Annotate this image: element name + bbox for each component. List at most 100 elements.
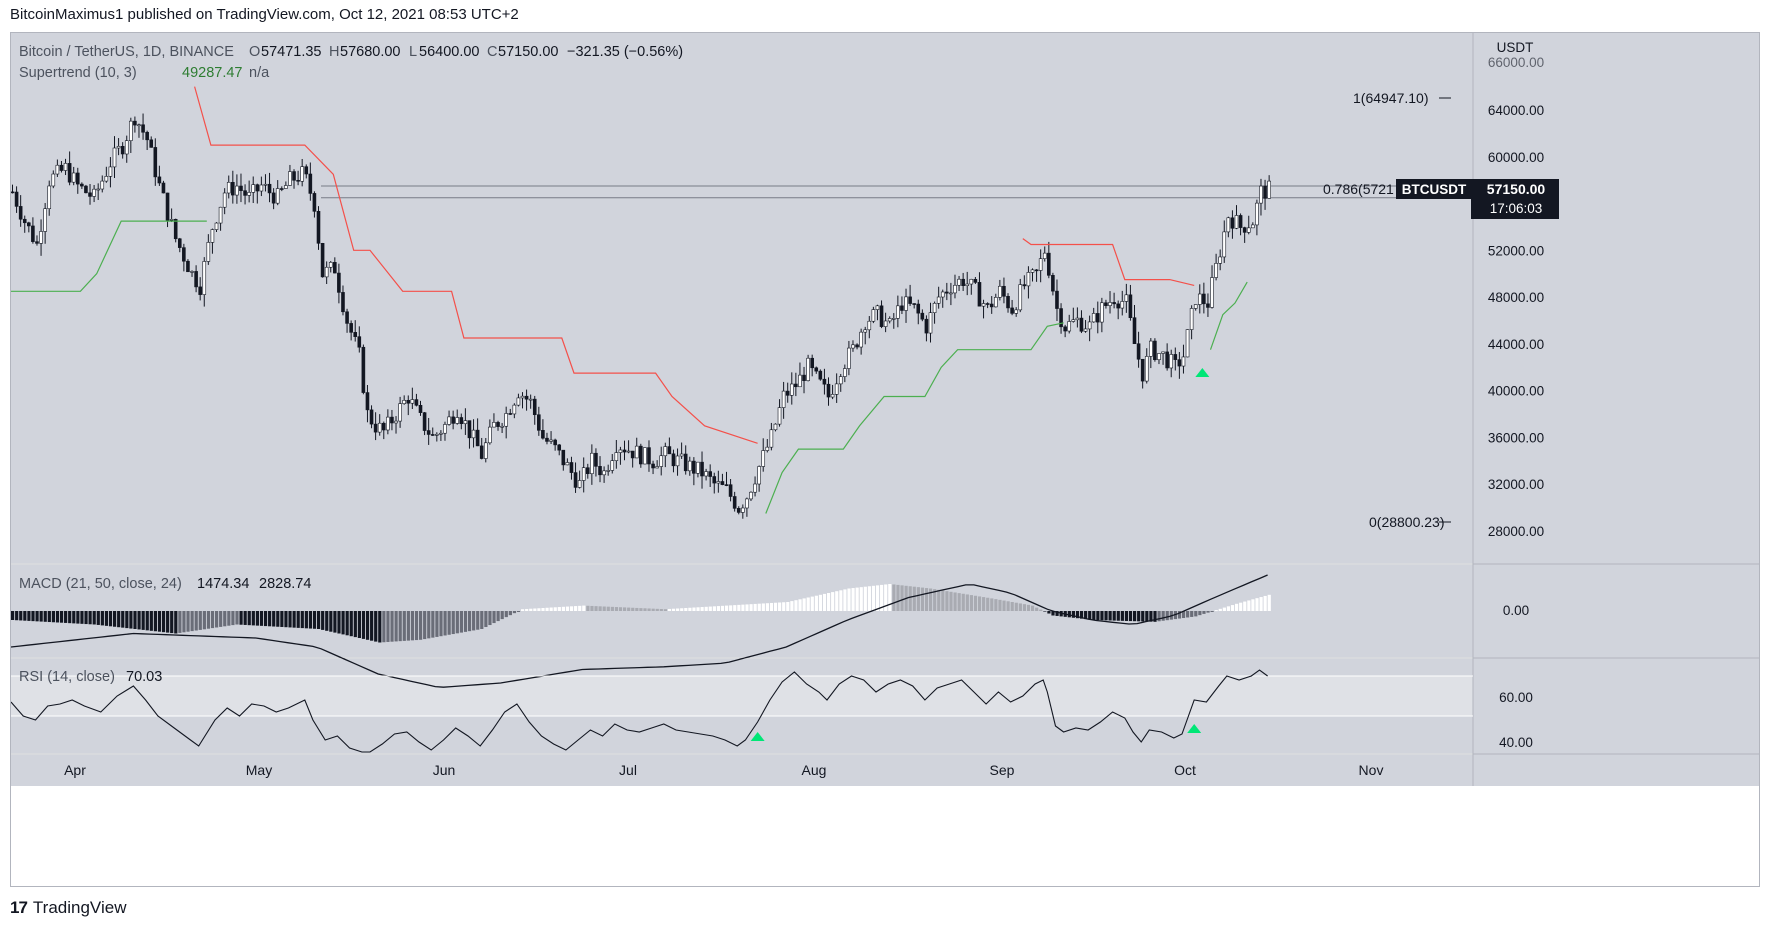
macd-hist-bar xyxy=(137,611,141,630)
low-value: 56400.00 xyxy=(419,44,479,60)
macd-hist-bar xyxy=(512,611,517,614)
candle-down xyxy=(292,171,296,181)
macd-hist-bar xyxy=(239,611,243,625)
macd-hist-bar xyxy=(394,611,398,642)
macd-hist-bar xyxy=(223,611,227,627)
macd-hist-bar xyxy=(1181,611,1186,619)
macd-hist-bar xyxy=(1006,601,1010,611)
chart-svg[interactable]: Bitcoin / TetherUS, 1D, BINANCE O 57471.… xyxy=(10,33,1759,886)
candle-up xyxy=(1210,277,1214,308)
rsi-legend-label[interactable]: RSI (14, close) xyxy=(19,669,115,685)
candle-down xyxy=(357,336,362,348)
candle-up xyxy=(781,390,786,408)
candle-up xyxy=(1120,301,1125,309)
macd-hist-bar xyxy=(1022,604,1027,611)
price-axis-bg[interactable] xyxy=(1473,33,1759,786)
candle-up xyxy=(883,320,888,327)
macd-hist-bar xyxy=(1198,611,1202,616)
macd-hist-bar xyxy=(1084,611,1088,620)
candle-down xyxy=(802,374,806,381)
candle-up xyxy=(741,507,745,513)
macd-hist-bar xyxy=(700,607,704,611)
macd-hist-bar xyxy=(888,584,892,611)
candle-down xyxy=(312,193,317,212)
supertrend-legend-label[interactable]: Supertrend (10, 3) xyxy=(19,65,137,81)
macd-layer xyxy=(10,574,1271,688)
macd-hist-bar xyxy=(117,611,121,628)
rsi-signal-arrow xyxy=(1187,724,1202,733)
candle-up xyxy=(1144,356,1149,382)
macd-hist-bar xyxy=(280,611,284,627)
macd-legend-label[interactable]: MACD (21, 50, close, 24) xyxy=(19,576,182,592)
candle-up xyxy=(757,466,761,485)
candle-up xyxy=(284,185,288,189)
macd-hist-bar xyxy=(1214,610,1218,612)
macd-hist-bar xyxy=(1226,606,1231,611)
candle-down xyxy=(75,172,80,185)
candle-up xyxy=(108,166,113,177)
candle-up xyxy=(1267,180,1271,199)
macd-hist-bar xyxy=(88,611,92,625)
candle-up xyxy=(1197,293,1202,305)
chart-frame[interactable]: Bitcoin / TetherUS, 1D, BINANCE O 57471.… xyxy=(10,32,1760,887)
rsi-axis-60: 60.00 xyxy=(1499,690,1533,705)
macd-hist-bar xyxy=(321,611,325,630)
macd-hist-bar xyxy=(859,587,863,611)
macd-hist-bar xyxy=(565,606,570,611)
candle-up xyxy=(798,374,802,388)
candle-down xyxy=(451,416,455,424)
month-label: May xyxy=(246,762,272,778)
macd-hist-bar xyxy=(206,611,211,629)
candle-down xyxy=(18,206,23,220)
candle-up xyxy=(1226,217,1231,233)
supertrend-down-line xyxy=(194,86,758,444)
rsi-line xyxy=(10,669,1268,753)
macd-hist-bar xyxy=(235,611,239,625)
fib-level-0786: 0.786(5721 xyxy=(1323,181,1394,197)
macd-hist-bar xyxy=(982,597,986,611)
macd-hist-bar xyxy=(525,608,529,611)
high-label: H xyxy=(329,44,339,60)
candle-up xyxy=(1181,356,1186,367)
candle-up xyxy=(202,261,207,295)
candle-up xyxy=(328,262,333,268)
candle-down xyxy=(10,191,15,194)
candle-up xyxy=(838,376,843,385)
macd-hist-bar xyxy=(1137,611,1141,622)
candle-up xyxy=(528,398,533,401)
candle-up xyxy=(129,120,133,141)
time-axis-bg[interactable] xyxy=(11,755,1473,786)
tradingview-brand[interactable]: 17 TradingView xyxy=(10,898,126,918)
macd-hist-bar xyxy=(492,611,496,624)
macd-hist-bar xyxy=(353,611,357,638)
macd-hist-bar xyxy=(153,611,157,632)
candle-down xyxy=(422,412,427,431)
macd-hist-bar xyxy=(631,607,635,611)
candle-down xyxy=(14,191,19,207)
candle-up xyxy=(247,192,251,196)
candle-up xyxy=(777,407,782,425)
macd-hist-bar xyxy=(427,611,431,639)
rsi-axis-40: 40.00 xyxy=(1499,735,1533,750)
candle-up xyxy=(100,180,105,190)
candle-up xyxy=(1251,224,1255,229)
symbol-legend[interactable]: Bitcoin / TetherUS, 1D, BINANCE xyxy=(19,44,234,60)
macd-hist-bar xyxy=(1051,611,1055,616)
macd-hist-bar xyxy=(875,585,880,611)
price-pane-bg[interactable] xyxy=(11,33,1473,563)
macd-hist-bar xyxy=(1014,602,1018,611)
macd-hist-bar xyxy=(500,611,504,620)
candle-down xyxy=(545,437,549,442)
candle-down xyxy=(585,467,590,475)
candle-down xyxy=(459,417,464,425)
last-price-value: 57150.00 xyxy=(1487,181,1546,197)
candle-up xyxy=(765,446,770,451)
candle-down xyxy=(496,422,500,427)
macd-hist-bar xyxy=(296,611,300,628)
candle-up xyxy=(71,172,76,183)
macd-hist-bar xyxy=(182,611,186,633)
candle-down xyxy=(157,176,162,184)
candle-up xyxy=(581,467,586,481)
macd-hist-bar xyxy=(1259,597,1263,611)
candle-down xyxy=(1140,358,1145,382)
